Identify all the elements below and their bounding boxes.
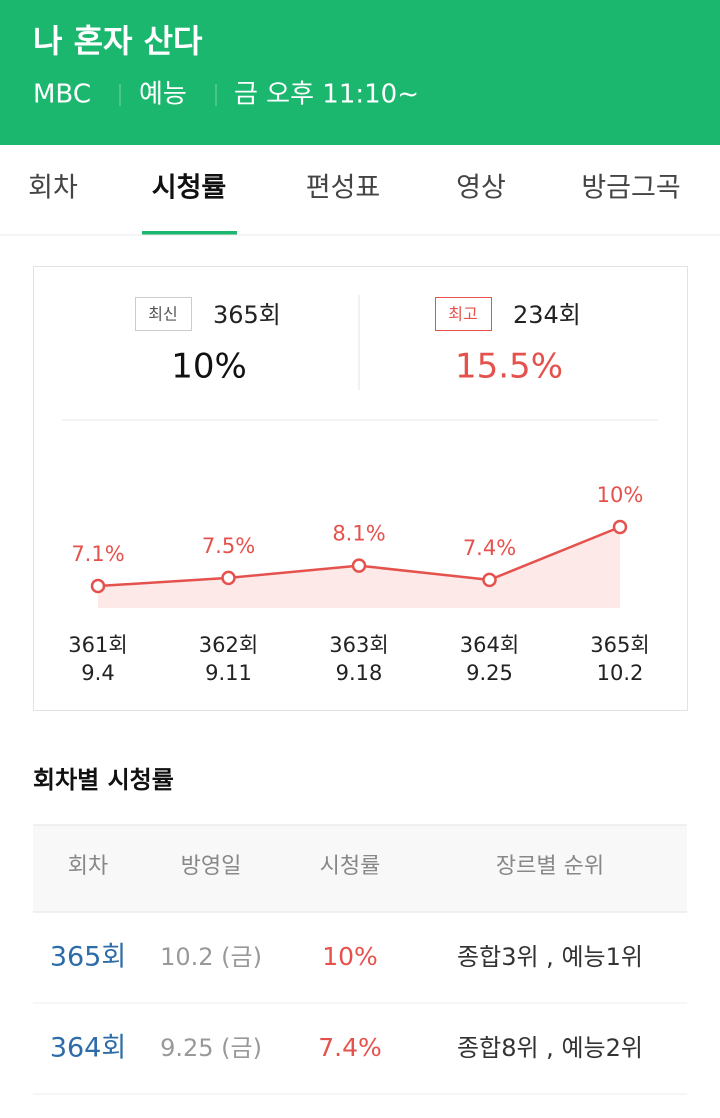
table-cell[interactable]: 365회 <box>50 942 126 973</box>
show-title: 나 혼자 산다 <box>33 22 203 60</box>
value-label: 8.1% <box>332 522 385 546</box>
column-header: 시청률 <box>320 854 381 879</box>
tab[interactable]: 회차 <box>28 173 78 204</box>
value-label: 10% <box>597 483 644 507</box>
column-header: 방영일 <box>181 854 242 879</box>
tab[interactable]: 편성표 <box>306 173 381 204</box>
x-tick-date: 9.25 <box>466 661 513 685</box>
header-bg <box>0 0 720 145</box>
value-label: 7.1% <box>71 542 124 566</box>
point <box>482 572 497 588</box>
badge-best: 최고 <box>448 305 477 324</box>
x-tick-label: 362회 <box>199 633 258 657</box>
table-cell: 10% <box>322 942 378 971</box>
table-cell: 종합8위 , 예능2위 <box>457 1034 643 1062</box>
value-label: 7.4% <box>463 536 516 560</box>
table-cell: 10.2 (금) <box>160 943 262 971</box>
table-cell[interactable]: 364회 <box>50 1033 126 1064</box>
table-header-bg <box>33 825 687 912</box>
tab[interactable]: 시청률 <box>152 173 227 204</box>
latest-rating: 10% <box>171 347 247 387</box>
tab[interactable]: 방금그곡 <box>581 173 680 204</box>
tab-indicator <box>142 231 237 235</box>
meta-genre: 예능 <box>139 80 187 110</box>
table-cell: 9.25 (금) <box>160 1034 262 1062</box>
latest-episode: 365회 <box>213 301 281 329</box>
chart: 7.1% 361회 9.4 7.5% 362회 9.11 8.1% 363회 9.18 7.4% 3… <box>68 483 649 685</box>
table-cell: 7.4% <box>318 1033 382 1062</box>
point <box>351 558 367 573</box>
x-tick-date: 10.2 <box>597 661 644 685</box>
x-tick-date: 9.4 <box>81 661 114 685</box>
section-title: 회차별 시청률 <box>33 766 174 794</box>
tab-bar: 회차 시청률 편성표 영상 방금그곡 <box>28 173 681 235</box>
best-episode: 234회 <box>513 301 581 329</box>
meta-channel: MBC <box>33 80 91 110</box>
badge <box>435 297 492 331</box>
x-tick-label: 365회 <box>590 633 649 657</box>
point <box>612 519 628 535</box>
best-rating: 15.5% <box>455 347 563 387</box>
value-label: 7.5% <box>202 534 255 558</box>
x-tick-label: 363회 <box>329 633 388 657</box>
x-tick-label: 361회 <box>68 633 127 657</box>
column-header: 장르별 순위 <box>496 854 604 879</box>
tab[interactable]: 영상 <box>456 173 506 204</box>
badge-latest: 최신 <box>148 305 177 324</box>
x-tick-date: 9.18 <box>336 661 383 685</box>
rating-card <box>33 266 688 711</box>
table-cell: 종합3위 , 예능1위 <box>457 943 643 971</box>
column-header: 회차 <box>68 854 108 879</box>
meta-time: 금 오후 11:10~ <box>234 80 419 110</box>
x-tick-date: 9.11 <box>205 661 252 685</box>
table: 회차 방영일 시청률 장르별 순위 365회 10.2 (금) 10% 종합3위 , 예능1위… <box>33 854 687 1095</box>
x-tick-label: 364회 <box>460 633 519 657</box>
point <box>90 578 106 594</box>
point <box>221 570 236 586</box>
badge <box>135 297 192 331</box>
